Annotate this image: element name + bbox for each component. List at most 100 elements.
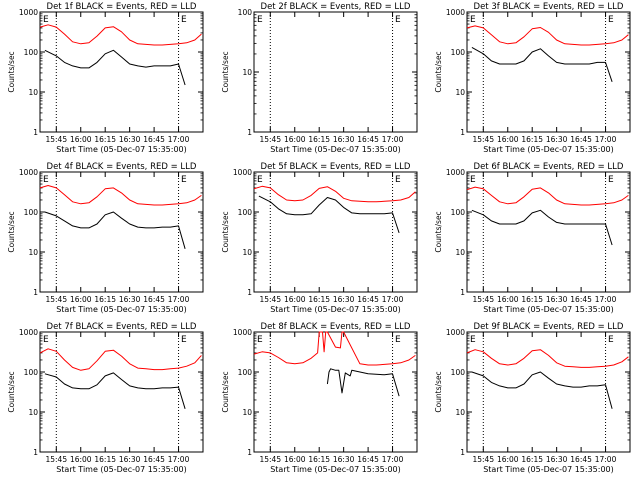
y-tick-label: 100 [238, 208, 253, 217]
y-tick-label: 100 [451, 208, 466, 217]
plot-frame [466, 11, 631, 133]
event-marker: E [257, 15, 263, 25]
x-tick-label: 17:00 [382, 135, 404, 144]
x-tick-label: 16:00 [284, 455, 306, 464]
y-tick-label: 10 [28, 408, 38, 417]
events-series-line [44, 372, 186, 409]
y-tick-label: 1 [460, 288, 465, 297]
x-tick-label: 16:30 [546, 455, 568, 464]
event-marker: E [395, 175, 401, 185]
events-series-line [471, 371, 613, 409]
panel-title: Det 4f BLACK = Events, RED = LLD [47, 162, 197, 172]
x-tick-label: 16:15 [308, 295, 330, 304]
x-tick-label: 15:45 [259, 455, 281, 464]
event-marker: E [257, 175, 263, 185]
y-tick-label: 1000 [446, 168, 465, 177]
y-tick-label: 1000 [19, 168, 38, 177]
y-tick-label: 100 [451, 368, 466, 377]
x-tick-label: 16:30 [119, 455, 141, 464]
plot-frame [39, 171, 204, 293]
y-axis-label: Counts/sec [221, 211, 230, 252]
x-tick-label: 15:45 [45, 295, 67, 304]
plot-frame [253, 331, 418, 453]
x-tick-label: 16:30 [333, 295, 355, 304]
x-tick-label: 17:00 [168, 455, 190, 464]
x-tick-label: 16:30 [119, 135, 141, 144]
y-tick-label: 100 [24, 368, 39, 377]
x-tick-label: 17:00 [382, 455, 404, 464]
y-axis-label: Counts/sec [7, 51, 16, 92]
y-tick-label: 1 [460, 128, 465, 137]
x-tick-label: 16:45 [570, 455, 592, 464]
y-tick-label: 1000 [233, 328, 252, 337]
x-tick-label: 15:45 [45, 135, 67, 144]
x-tick-label: 16:00 [284, 135, 306, 144]
detector-panel: Det 7f BLACK = Events, RED = LLD 1 10 100 10… [7, 322, 204, 474]
x-tick-label: 16:45 [143, 455, 165, 464]
x-axis-label: Start Time (05-Dec-07 15:35:00) [270, 145, 401, 154]
y-tick-label: 10 [455, 88, 465, 97]
event-marker: E [395, 15, 401, 25]
x-tick-label: 17:00 [595, 295, 617, 304]
y-axis-label: Counts/sec [434, 211, 443, 252]
panel-title: Det 6f BLACK = Events, RED = LLD [474, 162, 624, 172]
y-tick-label: 10 [28, 248, 38, 257]
y-axis-label: Counts/sec [7, 211, 16, 252]
panel-title: Det 3f BLACK = Events, RED = LLD [474, 2, 624, 12]
event-marker: E [608, 15, 614, 25]
panel-title: Det 2f BLACK = Events, RED = LLD [261, 2, 411, 12]
x-tick-label: 16:00 [70, 135, 92, 144]
events-series-line [471, 46, 613, 82]
panel-title: Det 5f BLACK = Events, RED = LLD [261, 162, 411, 172]
y-axis-label: Counts/sec [221, 51, 230, 92]
x-axis-label: Start Time (05-Dec-07 15:35:00) [270, 465, 401, 474]
x-tick-label: 16:15 [308, 135, 330, 144]
x-tick-label: 16:00 [70, 455, 92, 464]
event-marker: E [181, 175, 187, 185]
event-marker: E [608, 335, 614, 345]
x-tick-label: 16:45 [357, 455, 379, 464]
x-tick-label: 15:45 [472, 135, 494, 144]
event-marker: E [181, 15, 187, 25]
y-tick-label: 1 [33, 128, 38, 137]
y-tick-label: 1 [460, 448, 465, 457]
y-tick-label: 10 [242, 408, 252, 417]
x-tick-label: 16:15 [308, 455, 330, 464]
x-tick-label: 17:00 [595, 135, 617, 144]
detector-panel: Det 1f BLACK = Events, RED = LLD 1 10 100 10… [7, 2, 204, 154]
detector-panel: Det 6f BLACK = Events, RED = LLD 1 10 100 10… [434, 162, 631, 314]
x-tick-label: 15:45 [472, 295, 494, 304]
x-tick-label: 16:15 [521, 135, 543, 144]
x-tick-label: 15:45 [259, 135, 281, 144]
event-marker: E [395, 335, 401, 345]
y-tick-label: 1000 [19, 328, 38, 337]
x-tick-label: 16:30 [546, 135, 568, 144]
lld-series-line [466, 186, 629, 206]
x-tick-label: 16:15 [94, 455, 116, 464]
panel-title: Det 9f BLACK = Events, RED = LLD [474, 322, 624, 332]
event-marker: E [257, 335, 263, 345]
detector-panel: Det 5f BLACK = Events, RED = LLD 1 10 100 10… [221, 162, 418, 314]
y-tick-label: 10 [242, 68, 252, 77]
x-tick-label: 16:45 [570, 295, 592, 304]
x-tick-label: 16:30 [546, 295, 568, 304]
x-axis-label: Start Time (05-Dec-07 15:35:00) [56, 305, 187, 314]
y-axis-label: Counts/sec [434, 51, 443, 92]
x-axis-label: Start Time (05-Dec-07 15:35:00) [483, 305, 614, 314]
x-tick-label: 16:15 [94, 135, 116, 144]
y-tick-label: 10 [242, 248, 252, 257]
y-tick-label: 10 [455, 408, 465, 417]
events-series-line [44, 211, 186, 249]
detector-panel: Det 3f BLACK = Events, RED = LLD 1 10 100 10… [434, 2, 631, 154]
y-axis-label: Counts/sec [434, 371, 443, 412]
events-series-line [258, 195, 400, 234]
x-tick-label: 16:30 [333, 135, 355, 144]
plot-frame [466, 331, 631, 453]
y-tick-label: 100 [24, 48, 39, 57]
x-axis-label: Start Time (05-Dec-07 15:35:00) [270, 305, 401, 314]
detector-panel: Det 4f BLACK = Events, RED = LLD 1 10 100 10… [7, 162, 204, 314]
y-tick-label: 1 [247, 288, 252, 297]
x-tick-label: 15:45 [259, 295, 281, 304]
event-marker: E [608, 175, 614, 185]
